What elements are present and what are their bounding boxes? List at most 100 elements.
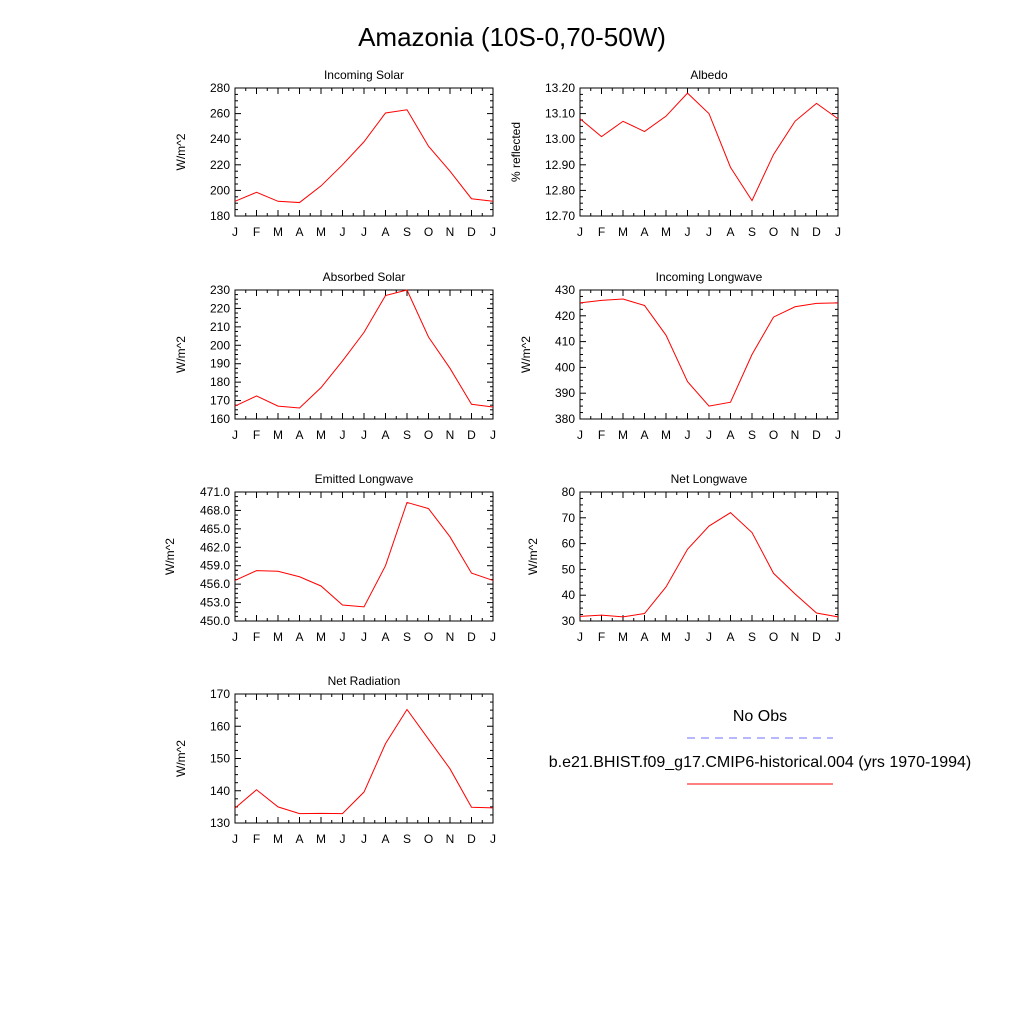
y-tick-label: 456.0 [200, 577, 230, 591]
x-tick-label: J [685, 225, 691, 239]
series-line [234, 501, 494, 608]
y-tick-label: 462.0 [200, 540, 230, 554]
x-tick-label: J [577, 428, 583, 442]
y-tick-label: 200 [210, 183, 230, 197]
x-tick-label: O [424, 225, 433, 239]
series-line [234, 289, 494, 409]
x-tick-label: F [253, 428, 260, 442]
y-tick-label: 400 [555, 360, 575, 374]
x-tick-label: M [316, 428, 326, 442]
y-tick-label: 410 [555, 335, 575, 349]
y-axis-label: % reflected [509, 122, 523, 182]
x-tick-label: J [232, 225, 238, 239]
x-tick-label: A [381, 832, 389, 846]
x-tick-label: M [273, 225, 283, 239]
x-tick-label: S [403, 630, 411, 644]
y-tick-label: 220 [210, 301, 230, 315]
y-tick-label: 220 [210, 158, 230, 172]
x-tick-label: D [467, 630, 476, 644]
y-axis-label: W/m^2 [174, 336, 188, 373]
x-tick-label: D [467, 832, 476, 846]
x-tick-label: J [361, 832, 367, 846]
x-tick-label: A [381, 428, 389, 442]
y-tick-label: 200 [210, 338, 230, 352]
y-axis-label: W/m^2 [163, 538, 177, 575]
y-tick-label: 420 [555, 309, 575, 323]
x-tick-label: J [361, 428, 367, 442]
x-tick-label: A [295, 428, 303, 442]
x-tick-label: J [340, 630, 346, 644]
x-tick-label: A [726, 225, 734, 239]
x-tick-label: M [273, 428, 283, 442]
series-line [234, 109, 494, 204]
x-tick-label: J [835, 225, 841, 239]
y-tick-label: 30 [562, 614, 576, 628]
y-tick-label: 160 [210, 412, 230, 426]
y-tick-label: 12.80 [545, 183, 575, 197]
x-tick-label: A [381, 225, 389, 239]
y-tick-label: 12.70 [545, 209, 575, 223]
y-tick-label: 12.90 [545, 158, 575, 172]
series-line [579, 92, 839, 202]
x-tick-label: F [253, 225, 260, 239]
x-tick-label: A [295, 832, 303, 846]
y-axis-label: W/m^2 [174, 740, 188, 777]
series-line [579, 298, 839, 407]
panel-title: Incoming Longwave [656, 270, 763, 284]
x-tick-label: M [316, 630, 326, 644]
y-tick-label: 468.0 [200, 503, 230, 517]
y-tick-label: 450.0 [200, 614, 230, 628]
y-tick-label: 453.0 [200, 596, 230, 610]
y-tick-label: 430 [555, 283, 575, 297]
y-tick-label: 80 [562, 485, 576, 499]
y-tick-label: 465.0 [200, 522, 230, 536]
x-tick-label: J [232, 832, 238, 846]
x-tick-label: O [424, 428, 433, 442]
x-tick-label: M [273, 630, 283, 644]
figure-title: Amazonia (10S-0,70-50W) [358, 22, 666, 52]
x-tick-label: A [640, 225, 648, 239]
x-tick-label: O [424, 832, 433, 846]
y-tick-label: 190 [210, 357, 230, 371]
x-tick-label: J [340, 225, 346, 239]
x-tick-label: M [618, 630, 628, 644]
y-tick-label: 130 [210, 816, 230, 830]
x-tick-label: S [748, 630, 756, 644]
y-tick-label: 13.20 [545, 81, 575, 95]
x-tick-label: N [791, 225, 800, 239]
x-tick-label: D [467, 428, 476, 442]
x-tick-label: J [232, 428, 238, 442]
x-tick-label: S [748, 428, 756, 442]
x-tick-label: J [835, 630, 841, 644]
x-tick-label: J [490, 832, 496, 846]
panel-title: Net Longwave [671, 472, 748, 486]
x-tick-label: F [598, 630, 605, 644]
legend-label-model: b.e21.BHIST.f09_g17.CMIP6-historical.004… [549, 754, 971, 771]
y-tick-label: 240 [210, 132, 230, 146]
panel-title: Absorbed Solar [323, 270, 406, 284]
x-tick-label: F [598, 428, 605, 442]
legend: No Obs b.e21.BHIST.f09_g17.CMIP6-histori… [549, 708, 971, 785]
y-tick-label: 13.10 [545, 107, 575, 121]
x-tick-label: J [490, 225, 496, 239]
x-tick-label: J [490, 428, 496, 442]
y-tick-label: 70 [562, 511, 576, 525]
x-tick-label: F [253, 630, 260, 644]
x-tick-label: J [577, 630, 583, 644]
x-tick-label: J [340, 428, 346, 442]
y-tick-label: 210 [210, 320, 230, 334]
y-tick-label: 160 [210, 719, 230, 733]
x-tick-label: M [661, 630, 671, 644]
y-tick-label: 260 [210, 107, 230, 121]
x-tick-label: J [340, 832, 346, 846]
x-tick-label: M [273, 832, 283, 846]
x-tick-label: A [295, 630, 303, 644]
x-tick-label: O [769, 225, 778, 239]
y-tick-label: 170 [210, 687, 230, 701]
y-tick-label: 459.0 [200, 559, 230, 573]
